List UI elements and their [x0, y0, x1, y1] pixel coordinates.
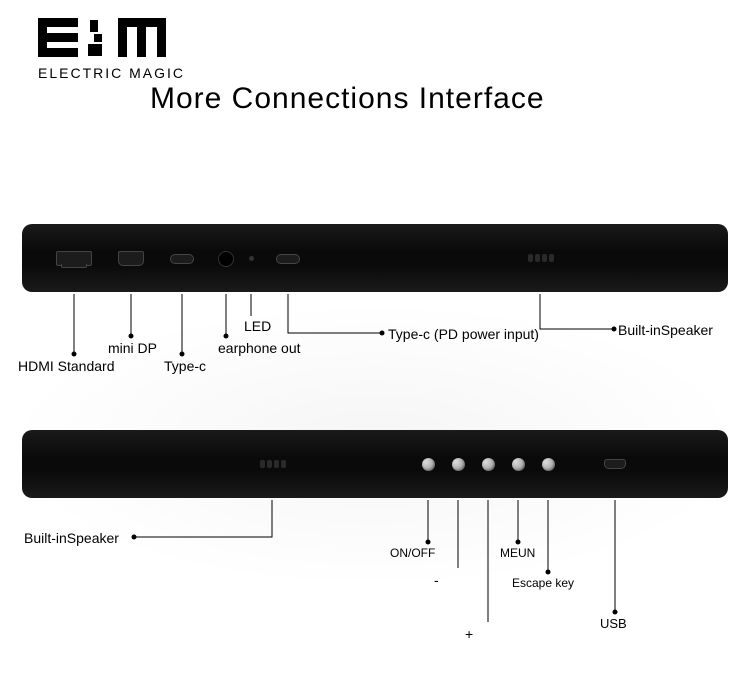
label-speaker-l: Built-inSpeaker [24, 530, 119, 546]
label-minus: - [434, 572, 439, 588]
button-minus-icon [452, 458, 465, 471]
button-escape-icon [542, 458, 555, 471]
port-microusb-icon [604, 459, 626, 469]
port-typec2-icon [276, 254, 300, 264]
label-onoff: ON/OFF [390, 546, 435, 560]
label-minidp: mini DP [108, 340, 157, 356]
port-earphone-icon [218, 251, 234, 267]
device-bar-bottom [22, 430, 728, 498]
button-onoff-icon [422, 458, 435, 471]
page-title: More Connections Interface [150, 82, 545, 116]
label-usb: USB [600, 616, 627, 631]
speaker-grille-top-icon [528, 254, 554, 262]
label-led: LED [244, 318, 271, 334]
device-bar-top [22, 224, 728, 292]
brand-logo-block: ELECTRIC MAGIC [38, 15, 185, 81]
label-menu: MEUN [500, 546, 535, 560]
label-earphone: earphone out [218, 340, 301, 356]
label-typec1: Type-c [164, 358, 206, 374]
brand-name: ELECTRIC MAGIC [38, 65, 185, 81]
label-plus: + [465, 626, 473, 642]
label-speaker-r: Built-inSpeaker [618, 322, 713, 338]
port-minidp-icon [118, 251, 144, 266]
speaker-grille-bottom-icon [260, 460, 286, 468]
port-hdmi-icon [56, 251, 92, 266]
label-hdmi: HDMI Standard [18, 358, 114, 374]
label-typec2: Type-c (PD power input) [388, 326, 539, 342]
port-typec1-icon [170, 254, 194, 264]
brand-logo-icon [38, 15, 178, 61]
label-escape: Escape key [512, 576, 574, 590]
led-icon [249, 256, 254, 261]
button-plus-icon [482, 458, 495, 471]
button-menu-icon [512, 458, 525, 471]
